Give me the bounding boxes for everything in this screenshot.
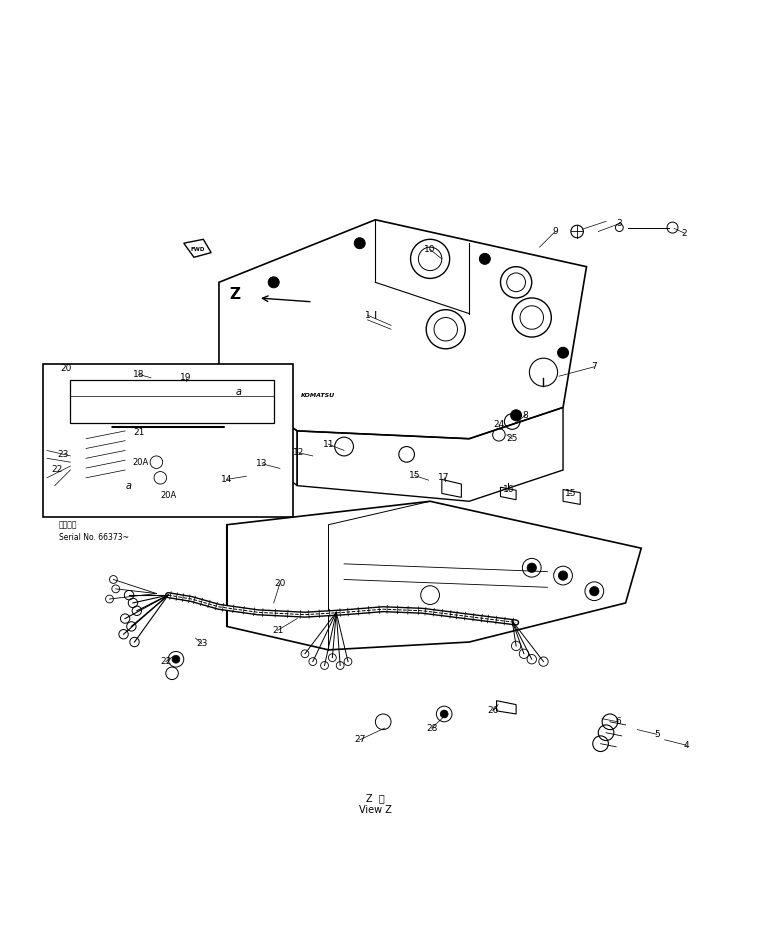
Text: 9: 9 [552, 227, 558, 236]
Text: 23: 23 [196, 639, 207, 648]
Text: Z: Z [229, 287, 240, 302]
Text: 20: 20 [61, 364, 72, 373]
Text: 14: 14 [221, 475, 232, 484]
Text: 4: 4 [683, 741, 690, 750]
Text: 適用番号
Serial No. 66373~: 適用番号 Serial No. 66373~ [59, 521, 129, 541]
Text: 15: 15 [565, 489, 576, 498]
Text: 13: 13 [256, 460, 267, 468]
Text: 21: 21 [272, 626, 283, 635]
Circle shape [527, 563, 536, 572]
Text: a: a [126, 480, 132, 491]
Circle shape [268, 277, 279, 288]
Text: 20: 20 [274, 579, 285, 588]
Text: 11: 11 [323, 440, 334, 448]
Text: 25: 25 [507, 434, 518, 444]
Text: 2: 2 [681, 228, 687, 238]
Text: 23: 23 [57, 450, 68, 459]
Text: 1: 1 [364, 310, 371, 320]
Text: 19: 19 [181, 373, 192, 383]
Text: Z  矢: Z 矢 [366, 793, 385, 804]
Text: 6: 6 [615, 717, 621, 727]
Text: 10: 10 [425, 245, 436, 254]
Circle shape [511, 410, 522, 421]
Text: 15: 15 [409, 471, 420, 480]
Text: 20A: 20A [160, 491, 176, 499]
Text: 26: 26 [487, 706, 498, 715]
Circle shape [479, 254, 490, 264]
Text: 18: 18 [134, 370, 145, 379]
Text: 17: 17 [439, 474, 450, 482]
Text: 24: 24 [493, 420, 504, 430]
Text: 22: 22 [160, 657, 171, 666]
Text: 20A: 20A [133, 458, 149, 466]
Circle shape [354, 238, 365, 249]
Text: I: I [374, 311, 377, 321]
Circle shape [172, 655, 180, 663]
Text: 22: 22 [52, 465, 63, 475]
Bar [43, 365, 293, 517]
Text: 16: 16 [503, 485, 514, 494]
Circle shape [590, 587, 599, 596]
Text: View Z: View Z [359, 806, 392, 815]
Text: KOMATSU: KOMATSU [301, 393, 335, 399]
Text: 5: 5 [654, 729, 660, 739]
Text: 8: 8 [522, 411, 529, 420]
Text: 12: 12 [293, 448, 304, 457]
Text: 7: 7 [591, 362, 597, 371]
Text: FWD: FWD [191, 247, 205, 252]
Circle shape [440, 710, 448, 718]
Circle shape [558, 347, 569, 358]
Text: 27: 27 [354, 735, 365, 744]
Circle shape [146, 372, 159, 384]
Text: 28: 28 [426, 724, 437, 732]
Text: 3: 3 [616, 219, 622, 228]
Text: a: a [235, 386, 242, 397]
Circle shape [558, 571, 568, 580]
Text: 21: 21 [134, 428, 145, 437]
